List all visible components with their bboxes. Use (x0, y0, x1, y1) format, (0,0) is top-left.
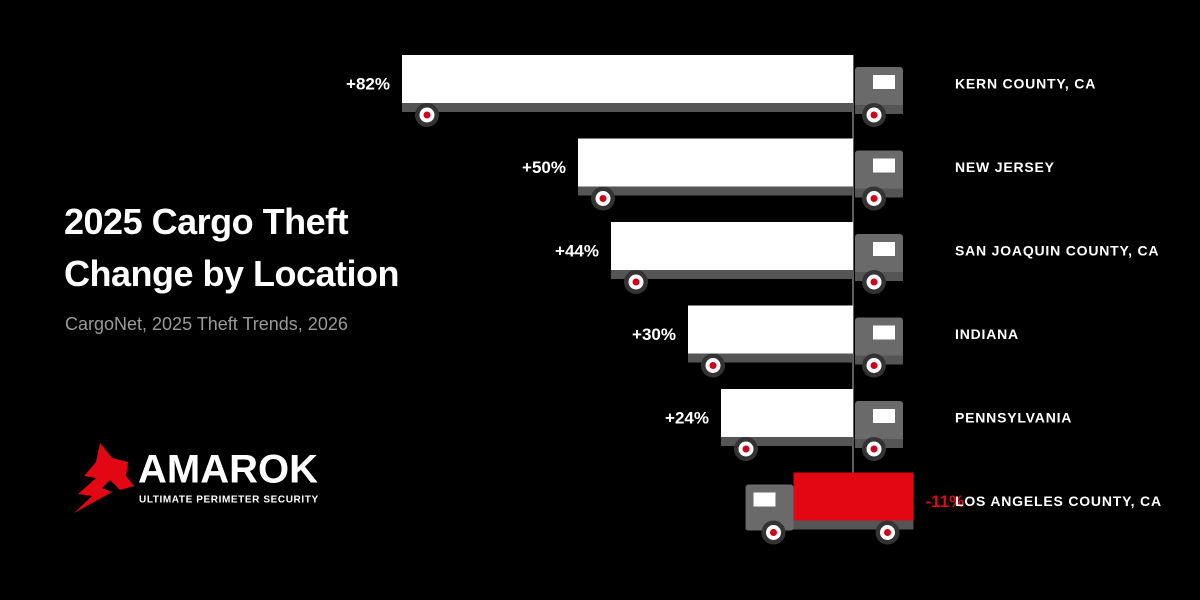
bar (611, 222, 853, 270)
value-label: -11% (926, 492, 965, 511)
value-label: +82% (346, 74, 390, 93)
value-label: +50% (522, 158, 566, 177)
wheel-hub (770, 529, 777, 536)
category-label: PENNSYLVANIA (955, 410, 1072, 426)
truck (721, 389, 903, 461)
wheel-hub (599, 195, 607, 202)
wheel-hub (742, 445, 750, 453)
category-label: NEW JERSEY (955, 159, 1055, 175)
truck (402, 55, 903, 127)
logo: AMAROK ULTIMATE PERIMETER SECURITY (74, 443, 319, 513)
category-label: SAN JOAQUIN COUNTY, CA (955, 243, 1159, 259)
wheel-hub (870, 362, 878, 369)
chart-title: 2025 Cargo Theft Change by Location (64, 201, 400, 294)
cab-window (873, 75, 895, 89)
wheel-hub (870, 278, 878, 286)
value-label: +44% (555, 241, 599, 260)
wheel-hub (709, 362, 717, 369)
cab-window (873, 242, 895, 256)
wheel-hub (632, 278, 640, 286)
trailer-base (721, 437, 853, 446)
truck (611, 222, 903, 294)
truck (688, 305, 903, 378)
truck (578, 138, 903, 211)
wheel-hub (423, 111, 431, 119)
wheel-hub (870, 111, 878, 119)
bar (793, 472, 914, 521)
cab-window (873, 158, 895, 173)
trailer-base (578, 186, 853, 196)
bar (721, 389, 853, 437)
bar (688, 305, 853, 354)
trailer-base (688, 353, 853, 363)
truck (745, 472, 914, 545)
category-label: INDIANA (955, 326, 1019, 342)
brand-tagline: ULTIMATE PERIMETER SECURITY (139, 495, 319, 506)
logo-mark (74, 443, 134, 513)
category-label: LOS ANGELES COUNTY, CA (955, 493, 1162, 509)
chart-subtitle: CargoNet, 2025 Theft Trends, 2026 (65, 314, 348, 334)
wheel-hub (884, 529, 891, 536)
category-label: KERN COUNTY, CA (955, 76, 1096, 92)
cab-window (873, 409, 895, 423)
trailer-base (745, 520, 914, 530)
bar (402, 55, 853, 103)
cab-window (873, 325, 895, 340)
bar (578, 138, 853, 187)
value-label: +24% (665, 408, 709, 427)
wheel-hub (870, 195, 878, 202)
brand-name: AMAROK (138, 448, 318, 492)
wheel-hub (870, 445, 878, 453)
trailer-base (402, 103, 853, 112)
trailer-base (611, 270, 853, 279)
value-label: +30% (632, 325, 676, 344)
cab-window (753, 492, 776, 507)
